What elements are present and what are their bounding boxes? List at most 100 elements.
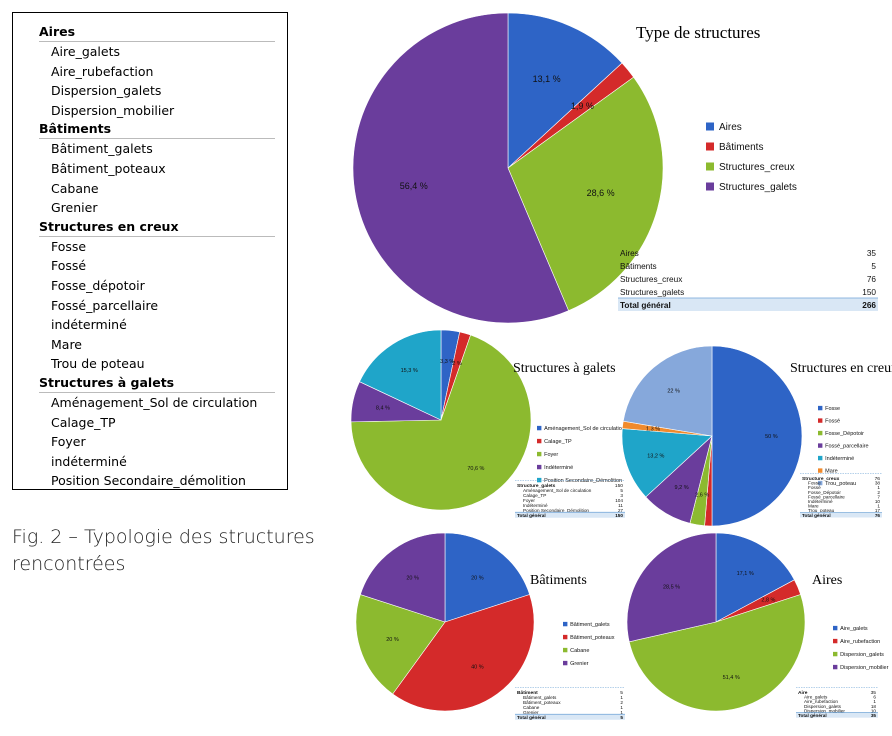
pie-chart-4 — [626, 532, 806, 712]
typology-item: Aire_galets — [51, 44, 121, 59]
table-total-label: Total général — [798, 713, 827, 718]
table-value: 76 — [875, 476, 881, 482]
pie-chart-1 — [350, 329, 532, 511]
legend-entry: Aménagement_Sol de circulation — [544, 426, 625, 432]
legend-swatch — [818, 480, 823, 486]
table-value: 150 — [615, 483, 623, 489]
legend-entry: Bâtiment_galets — [570, 622, 610, 628]
typology-item: Fossé_parcellaire — [51, 297, 159, 313]
table-total-row — [800, 512, 882, 518]
table-value: 1 — [877, 485, 880, 490]
table-cell: Fosse — [808, 481, 821, 486]
table-cell: Cabane — [523, 705, 540, 710]
table-cell: Trou_poteau — [808, 508, 835, 513]
table-value: 35 — [867, 249, 877, 258]
pie-slice — [507, 12, 623, 169]
typology-item: Dispersion_galets — [51, 83, 162, 99]
legend-swatch — [818, 455, 823, 461]
table-cell: Bâtiment_galets — [523, 695, 557, 700]
legend-swatch — [563, 660, 568, 666]
legend-swatch — [818, 418, 823, 423]
table-cell: Indéterminé — [523, 503, 548, 508]
pie-slice — [626, 532, 717, 643]
legend-swatch — [833, 651, 838, 657]
pie-slice — [628, 594, 806, 712]
legend-entry: Fosse_Dépotoir — [825, 431, 864, 437]
legend-swatch — [563, 634, 568, 640]
legend-entry: Aire_rubefaction — [840, 639, 880, 645]
table-value: 27 — [618, 508, 624, 513]
typology-item: Dispersion_mobilier — [51, 102, 175, 118]
table-value: 7 — [877, 494, 880, 499]
table-cell: Fossé_parcellaire — [808, 494, 845, 499]
table-cell: Position Secondaire_Démolition — [523, 508, 589, 513]
legend-entry: Cabane — [570, 648, 589, 654]
typology-item: Fossé — [51, 258, 87, 274]
table-value: 10 — [871, 708, 877, 713]
legend-swatch — [706, 162, 714, 171]
table-total-row — [515, 512, 625, 518]
pie-slice — [622, 345, 713, 437]
legend-entry: Aire_galets — [840, 626, 868, 632]
table-value: 104 — [615, 498, 623, 503]
table-value: 10 — [875, 499, 881, 504]
typology-item: Trou de poteau — [51, 356, 145, 372]
typology-item: Position Secondaire_démolition — [51, 473, 246, 489]
typology-item: Calage_TP — [51, 414, 116, 430]
typology-item: Bâtiment_poteaux — [51, 160, 166, 176]
table-value: 150 — [862, 288, 876, 297]
typology-category: Aires — [39, 23, 275, 42]
table-value: 3 — [620, 493, 623, 498]
table-total-value: 35 — [871, 713, 877, 718]
table-total-value: 76 — [875, 513, 881, 518]
data-label: 9,2 % — [675, 485, 689, 491]
data-label: 13,1 % — [533, 74, 561, 84]
data-label: 17,1 % — [737, 571, 754, 577]
table-cell: Dispersion_mobilier — [804, 708, 845, 713]
legend-entry: Structures_creux — [719, 162, 795, 173]
table-value: 2 — [877, 490, 880, 495]
typology-category: Structures à galets — [39, 374, 275, 393]
legend-swatch — [706, 182, 714, 191]
legend-swatch — [537, 425, 542, 431]
data-label: 2 % — [452, 361, 462, 367]
typology-item: Fosse — [51, 238, 87, 254]
legend-swatch — [833, 664, 838, 670]
table-value: 17 — [875, 508, 881, 513]
pie-slice — [352, 12, 569, 324]
typology-item: Cabane — [51, 180, 99, 196]
table-cell: Foyer — [523, 498, 535, 503]
chart-title: Aires — [812, 573, 842, 588]
legend-entry: Fossé_parcellaire — [825, 444, 868, 450]
legend-entry: Fosse — [825, 406, 840, 412]
table-value: 76 — [867, 275, 877, 284]
table-value: 5 — [620, 488, 623, 493]
table-cell: Aires — [620, 249, 639, 258]
table-value: 1 — [620, 705, 623, 710]
legend-swatch — [833, 625, 838, 631]
table-header: Bâtiment — [517, 690, 538, 696]
data-label: 15,3 % — [401, 368, 418, 374]
legend-swatch — [818, 405, 823, 411]
legend-entry: Aires — [719, 122, 742, 133]
table-header: Structure_creux — [802, 476, 840, 482]
figure-caption: Fig. 2 – Typologie des structures rencon… — [12, 526, 315, 575]
pie-slice — [715, 532, 795, 623]
table-cell: Bâtiments — [620, 262, 657, 271]
chart-title: Bâtiments — [530, 573, 587, 588]
table-cell: Indéterminé — [808, 499, 833, 504]
table-cell: Dispersion_galets — [804, 704, 842, 709]
data-label: 20 % — [386, 637, 399, 643]
table-cell: Structures_galets — [620, 288, 684, 297]
data-label: 20 % — [406, 575, 419, 581]
pie-chart-0 — [352, 12, 664, 324]
table-value: 11 — [618, 503, 623, 508]
table-header: Aire — [798, 690, 808, 696]
table-total-value: 5 — [620, 715, 623, 720]
legend-entry: Bâtiments — [719, 142, 763, 153]
pie-slice — [392, 594, 535, 712]
chart-title: Structures en creux — [790, 361, 892, 376]
table-cell: Grenier — [523, 710, 539, 715]
data-label: 28,5 % — [663, 585, 680, 591]
